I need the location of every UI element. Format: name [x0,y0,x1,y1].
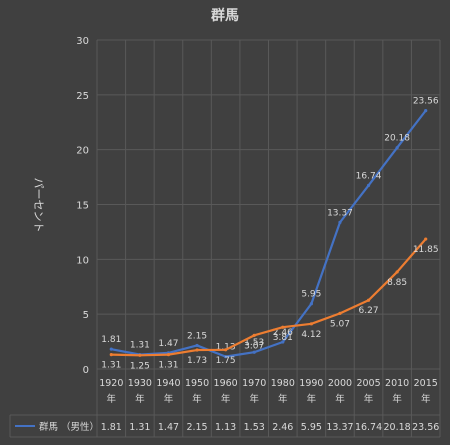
data-label: 2.15 [187,331,207,341]
x-tick-label-suffix: 年 [107,393,117,405]
data-point [395,270,399,274]
data-label: 1.31 [101,361,121,371]
y-tick-label: 0 [83,365,89,376]
data-label: 1.81 [101,335,121,345]
data-point [252,333,256,337]
data-label: 4.12 [301,330,321,340]
data-point [195,348,199,352]
data-point [366,183,371,188]
x-tick-label: 1980 [271,378,295,389]
data-point [395,146,399,150]
x-tick-label: 2015 [414,378,438,389]
data-label: 1.25 [130,361,150,371]
data-label: 3.81 [273,333,293,343]
data-point [166,353,171,357]
data-point [338,220,342,224]
x-tick-label: 1950 [185,378,209,389]
data-label: 2.46 [273,328,293,338]
y-tick-label: 20 [76,146,89,157]
x-tick-label: 2000 [328,378,352,389]
data-point [138,353,142,357]
table-cell: 20.18 [384,422,411,433]
data-point [424,237,428,241]
x-tick-label: 1930 [128,378,152,389]
data-label: 5.07 [330,319,350,329]
data-label: 1.53 [244,338,264,348]
data-label: 13.37 [327,208,353,218]
data-label: 1.31 [130,341,150,351]
y-tick-label: 15 [76,201,89,212]
data-point [366,298,371,302]
table-cell: 16.74 [355,422,382,433]
data-point [224,348,228,352]
series-line-0 [110,109,427,358]
y-axis-label: パーセント [32,178,45,233]
data-point [252,350,256,354]
data-label: 1.47 [158,339,178,349]
data-point [338,311,342,315]
data-point [109,347,113,351]
data-point [424,109,428,113]
x-tick-label-suffix: 年 [249,393,259,405]
data-label: 16.74 [356,171,382,181]
x-tick-label: 1990 [299,378,323,389]
data-label: 8.85 [387,278,407,288]
data-label: 1.13 [216,343,236,353]
table-cell: 2.46 [272,422,293,433]
data-point [309,322,313,326]
x-tick-label-suffix: 年 [135,393,145,405]
data-label: 1.31 [158,361,178,371]
data-label: 1.73 [187,356,207,366]
data-label: 3.07 [244,341,264,351]
x-tick-label-suffix: 年 [221,393,231,405]
x-tick-label-suffix: 年 [192,393,202,405]
data-point [109,353,113,357]
table-cell: 2.15 [186,422,207,433]
table-cell: 1.81 [101,422,122,433]
chart-title: 群馬 [210,7,239,24]
table-cell: 1.47 [158,422,179,433]
x-tick-label: 1940 [156,378,180,389]
table-cell: 1.13 [215,422,236,433]
data-label: 1.75 [216,356,236,366]
x-tick-label: 2005 [356,378,380,389]
table-cell: 13.37 [326,422,353,433]
x-tick-label-suffix: 年 [392,393,402,405]
data-label: 6.27 [359,306,379,316]
x-tick-label-suffix: 年 [278,393,288,405]
x-tick-label: 2010 [385,378,409,389]
legend-entry: 群馬 （男性） [39,421,99,433]
x-tick-label-suffix: 年 [335,393,345,405]
data-label: 23.56 [413,97,439,107]
data-point [309,302,313,306]
table-cell: 23.56 [412,422,439,433]
x-tick-label: 1970 [242,378,266,389]
x-tick-label-suffix: 年 [164,393,174,405]
data-point [224,355,228,359]
series-line-1 [110,237,427,357]
x-tick-label-suffix: 年 [307,393,317,405]
table-cell: 5.95 [301,422,322,433]
data-point [195,343,199,348]
data-point [281,340,285,344]
x-tick-label: 1920 [99,378,123,389]
data-label: 5.95 [301,290,321,300]
data-label: 20.18 [384,134,410,144]
y-tick-label: 10 [76,255,89,266]
table-cell: 1.53 [244,422,265,433]
y-tick-label: 5 [83,310,89,321]
y-tick-label: 25 [76,91,89,102]
data-label: 11.85 [413,245,439,255]
x-tick-label-suffix: 年 [421,393,431,405]
table-cell: 1.31 [129,422,150,433]
x-tick-label-suffix: 年 [364,393,374,405]
data-point [281,325,285,329]
y-tick-label: 30 [76,36,89,47]
x-tick-label: 1960 [214,378,238,389]
